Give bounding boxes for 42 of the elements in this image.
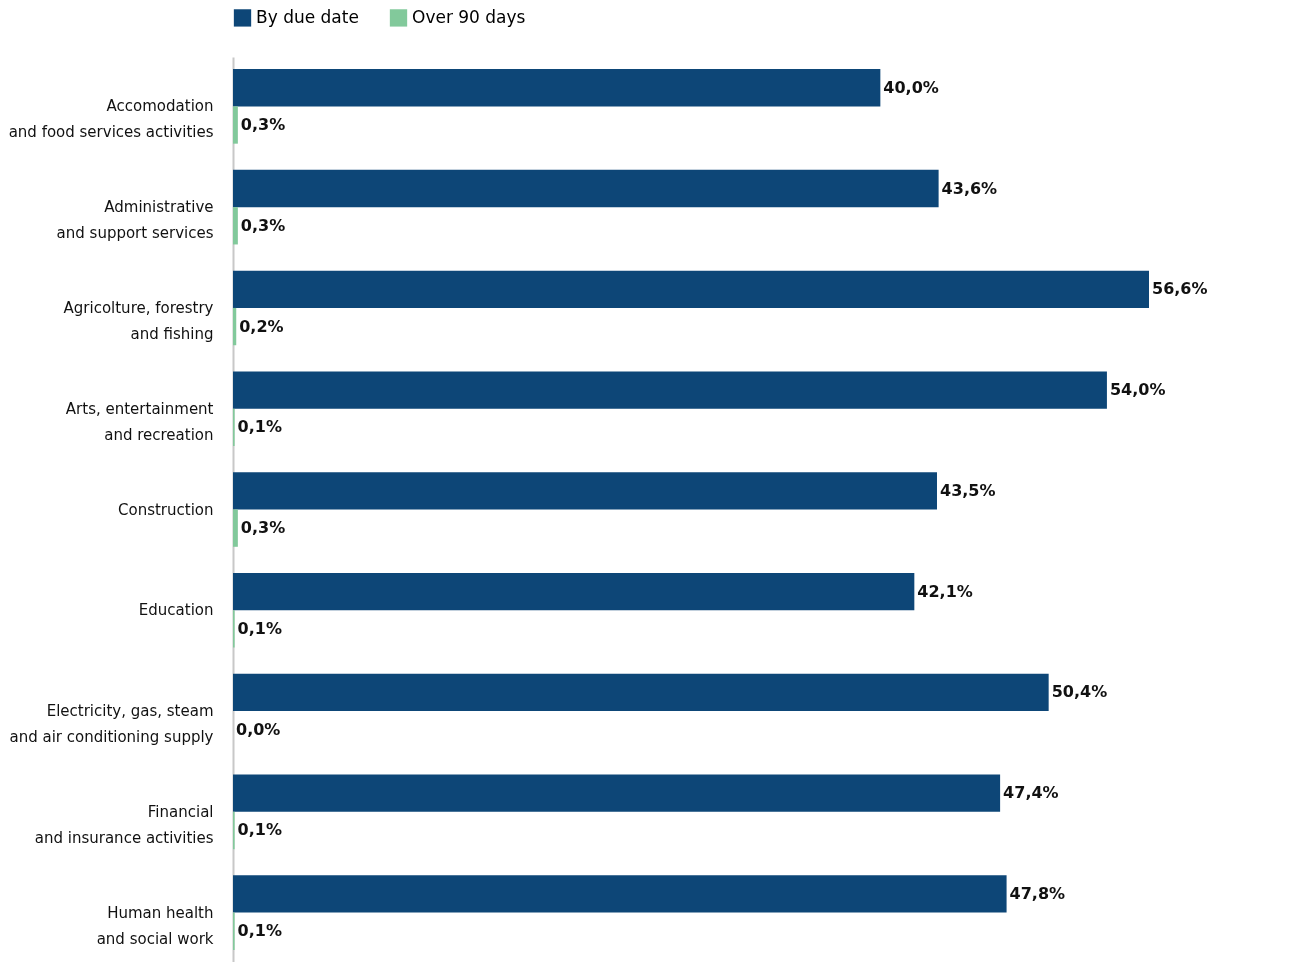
data-label: 43,5% <box>939 480 996 500</box>
bar <box>233 270 1149 308</box>
data-label: 0,1% <box>237 417 282 437</box>
y-tick-label: Administrative and support services <box>56 198 214 243</box>
bar <box>233 472 937 510</box>
bar <box>233 371 1107 409</box>
y-tick-label: Agricolture, forestry and fishing <box>63 298 214 343</box>
bar <box>233 106 238 144</box>
data-label: 40,0% <box>883 77 939 97</box>
bar <box>233 572 915 611</box>
bar <box>233 169 939 208</box>
bar <box>233 774 1001 812</box>
data-label: 0,3% <box>240 215 286 235</box>
legend-label: Over 90 days <box>412 6 526 27</box>
y-tick-label: Arts, entertainment and recreation <box>65 399 214 444</box>
data-label: 0,1% <box>237 921 282 941</box>
legend-label: By due date <box>256 6 359 27</box>
bar <box>233 509 238 547</box>
data-label: 0,3% <box>240 115 286 135</box>
y-tick-label: Financial and insurance activities <box>34 802 214 847</box>
y-tick-label: Human health and social work <box>96 903 214 948</box>
data-label: 0,3% <box>240 518 286 538</box>
bar <box>233 875 1007 913</box>
data-label: 0,1% <box>237 820 282 840</box>
bar <box>233 207 238 245</box>
data-label: 50,4% <box>1051 682 1108 702</box>
data-label: 47,8% <box>1009 883 1066 903</box>
data-label: 42,1% <box>917 581 973 601</box>
y-tick-label: Construction <box>117 500 214 519</box>
data-label: 56,6% <box>1152 279 1208 299</box>
data-label: 54,0% <box>1109 380 1166 400</box>
data-label: 43,6% <box>941 178 998 198</box>
y-tick-label: Accomodation and food services activities <box>8 97 214 142</box>
y-tick-label: Electricity, gas, steam and air conditioning supply <box>9 702 214 747</box>
data-label: 0,0% <box>236 719 281 739</box>
data-label: 0,1% <box>237 618 282 638</box>
y-tick-label: Education <box>138 601 214 620</box>
data-label: 0,2% <box>239 316 284 336</box>
bar <box>233 69 881 107</box>
data-label: 47,4% <box>1003 783 1059 803</box>
bar <box>233 673 1049 712</box>
bar <box>233 307 237 346</box>
